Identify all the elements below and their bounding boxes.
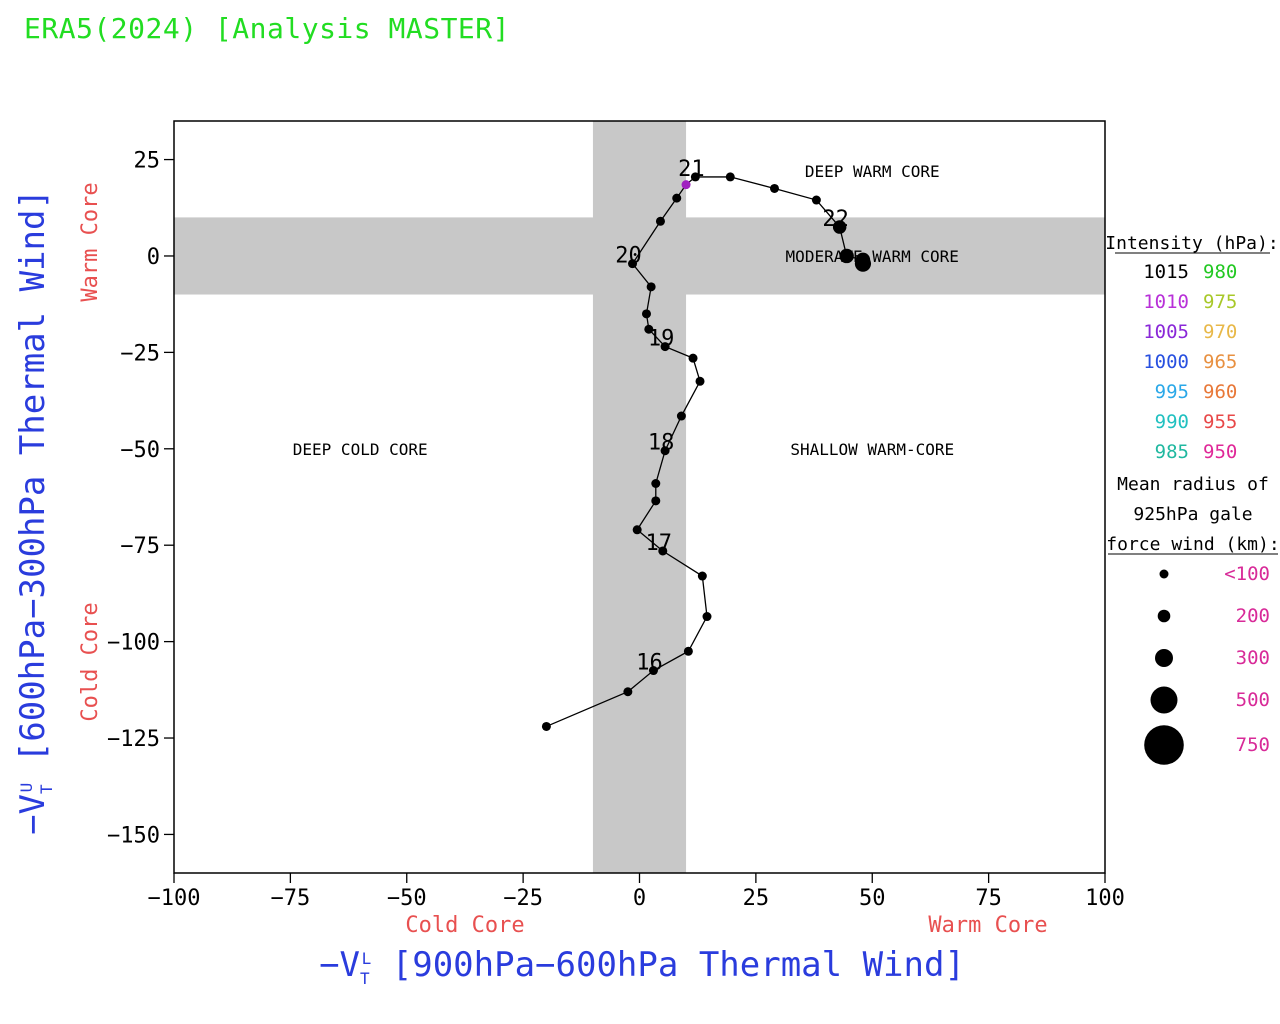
x-tick-label: 50: [859, 886, 886, 911]
track-point: [681, 180, 691, 190]
track-point: [648, 666, 658, 676]
track-point: [660, 342, 670, 352]
x-tick-label: 0: [633, 886, 646, 911]
day-label: 17: [646, 531, 673, 556]
axes: −100 −75 −50 −25 0 25 50 75 100 25 0 −25 −50 −75 −100 −…: [13, 120, 1125, 988]
legend-radius-label: <100: [1224, 563, 1270, 585]
track-point: [811, 195, 821, 205]
legend-intensity-value: 1010: [1143, 291, 1189, 313]
track-point: [623, 687, 633, 697]
track-point: [632, 525, 642, 535]
legend-radius-marker: [1144, 725, 1184, 765]
legend-intensity-value: 975: [1203, 291, 1237, 313]
y-tick-label: 0: [147, 245, 160, 270]
track-point: [676, 411, 686, 421]
track-line: [546, 176, 864, 728]
track-point: [690, 172, 700, 182]
day-label: 16: [636, 651, 663, 676]
legend-intensity-value: 970: [1203, 321, 1237, 343]
y-warm-core-label: Warm Core: [78, 182, 103, 301]
quadrant-label: SHALLOW WARM-CORE: [790, 440, 954, 459]
legend-radius-label: 300: [1236, 647, 1270, 669]
legend: Intensity (hPa): 1015 980 1010 975 1005 970 100…: [1105, 233, 1280, 765]
y-tick-label: −50: [120, 438, 160, 463]
track-point: [769, 183, 779, 193]
y-tick-label: −125: [107, 727, 160, 752]
track-point: [660, 446, 670, 456]
y-tick-label: −75: [120, 534, 160, 559]
day-label: 21: [678, 157, 705, 182]
legend-radius-marker: [1150, 686, 1178, 714]
legend-radius-label: 750: [1236, 734, 1270, 756]
track-point: [839, 248, 854, 264]
legend-radius-label: 500: [1236, 689, 1270, 711]
track-point: [683, 646, 693, 656]
track-point: [644, 324, 654, 334]
x-tick-label: 25: [743, 886, 770, 911]
legend-intensity-value: 1015: [1143, 261, 1189, 283]
legend-radius-title: force wind (km):: [1106, 534, 1279, 555]
x-tick-label: −100: [148, 886, 201, 911]
x-tick-label: 100: [1085, 886, 1125, 911]
track-point: [641, 309, 651, 319]
legend-radius-label: 200: [1236, 605, 1270, 627]
legend-intensity-value: 965: [1203, 351, 1237, 373]
track-point: [832, 220, 847, 234]
quadrant-label: MODERATE WARM CORE: [786, 247, 959, 266]
y-cold-core-label: Cold Core: [78, 602, 103, 721]
y-axis-title: −VTU [600hPa−300hPa Thermal Wind]: [13, 189, 56, 835]
track-point: [697, 571, 707, 581]
x-axis-title: −VTL [900hPa−600hPa Thermal Wind]: [319, 945, 965, 988]
neutral-bands: [174, 121, 1105, 873]
x-tick-label: −50: [387, 886, 427, 911]
track-point: [688, 353, 698, 363]
track-point: [541, 721, 551, 731]
track-point: [646, 282, 656, 292]
legend-radius-title: 925hPa gale: [1133, 504, 1252, 525]
day-label: 20: [615, 244, 642, 269]
track-point: [695, 376, 705, 386]
y-tick-label: −150: [107, 823, 160, 848]
track-point: [854, 255, 872, 272]
track-point: [672, 193, 682, 203]
track-point: [702, 612, 712, 622]
track-point: [628, 259, 638, 269]
y-tick-label: 25: [134, 149, 161, 174]
legend-intensity-title: Intensity (hPa):: [1105, 233, 1278, 254]
quadrant-label: DEEP COLD CORE: [293, 440, 428, 459]
legend-intensity-value: 990: [1155, 411, 1189, 433]
quadrant-labels: DEEP WARM CORE MODERATE WARM CORE DEEP COL…: [293, 162, 959, 459]
legend-intensity-value: 1005: [1143, 321, 1189, 343]
legend-radius-marker: [1159, 569, 1169, 579]
horizontal-neutral-band: [174, 217, 1105, 295]
track-point: [651, 496, 661, 506]
quadrant-label: DEEP WARM CORE: [805, 162, 940, 181]
legend-intensity-value: 985: [1155, 441, 1189, 463]
page-title: ERA5(2024) [Analysis MASTER]: [24, 12, 511, 45]
legend-intensity-value: 950: [1203, 441, 1237, 463]
legend-intensity-value: 1000: [1143, 351, 1189, 373]
y-tick-label: −100: [107, 631, 160, 656]
x-tick-label: −75: [271, 886, 311, 911]
day-label: 18: [648, 431, 675, 456]
x-tick-label: −25: [503, 886, 543, 911]
legend-intensity-value: 955: [1203, 411, 1237, 433]
x-tick-label: 75: [975, 886, 1002, 911]
y-tick-label: −25: [120, 341, 160, 366]
day-label: 22: [822, 207, 849, 232]
legend-radius-marker: [1155, 649, 1173, 667]
legend-intensity-value: 995: [1155, 381, 1189, 403]
x-warm-core-label: Warm Core: [928, 913, 1047, 938]
track-point: [655, 216, 665, 226]
legend-radius-title: Mean radius of: [1117, 474, 1269, 495]
legend-intensity-value: 980: [1203, 261, 1237, 283]
track-point: [651, 479, 661, 489]
track-point: [725, 172, 735, 182]
legend-intensity-value: 960: [1203, 381, 1237, 403]
track-point: [658, 546, 668, 556]
legend-radius-marker: [1157, 609, 1171, 623]
x-cold-core-label: Cold Core: [405, 913, 524, 938]
